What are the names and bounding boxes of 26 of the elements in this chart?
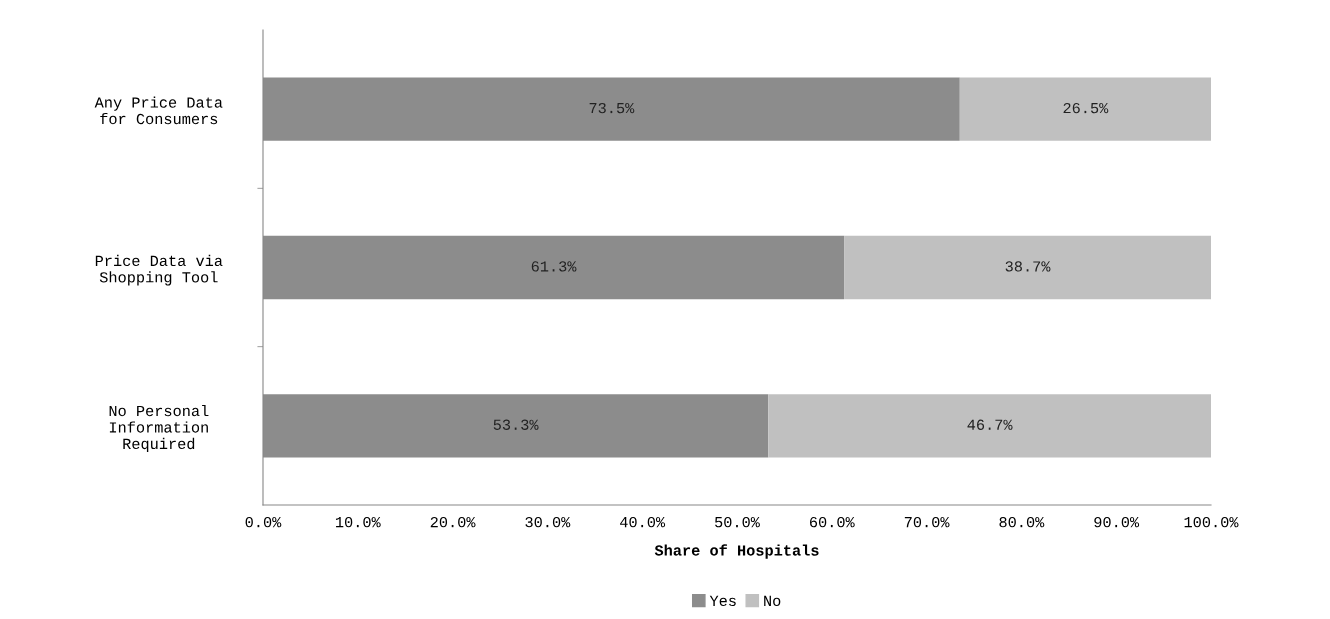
data-label: 46.7% (967, 419, 1013, 430)
y-tick-label: No Personal Information Required (109, 404, 209, 453)
legend-label: No (764, 595, 781, 607)
x-tick-label: 30.0% (525, 516, 571, 528)
data-label: 73.5% (589, 102, 635, 114)
x-tick-label: 20.0% (430, 516, 476, 528)
bar (768, 394, 1211, 458)
y-tick-label: Any Price Data for Consumers (94, 96, 223, 125)
x-tick-label: 90.0% (1094, 516, 1140, 528)
bar (844, 235, 1211, 300)
x-tick-label: 10.0% (335, 516, 381, 528)
legend-label: Yes (709, 595, 736, 607)
x-tick-label: 70.0% (904, 516, 950, 528)
x-tick-label: 0.0% (245, 516, 282, 528)
data-label: 53.3% (493, 419, 539, 430)
x-tick-label: 80.0% (999, 516, 1045, 528)
data-label: 26.5% (1063, 102, 1109, 114)
bar (959, 77, 1211, 141)
x-tick-label: 60.0% (810, 516, 855, 528)
y-tick-label: Price Data via Shopping Tool (95, 254, 223, 286)
data-label: 61.3% (531, 261, 577, 272)
data-label: 38.7% (1005, 261, 1051, 272)
x-tick-label: 100.0% (1184, 516, 1239, 528)
x-tick-label: 50.0% (715, 516, 760, 528)
x-axis-title: Share of Hospitals (654, 544, 819, 559)
x-tick-label: 40.0% (620, 516, 666, 528)
